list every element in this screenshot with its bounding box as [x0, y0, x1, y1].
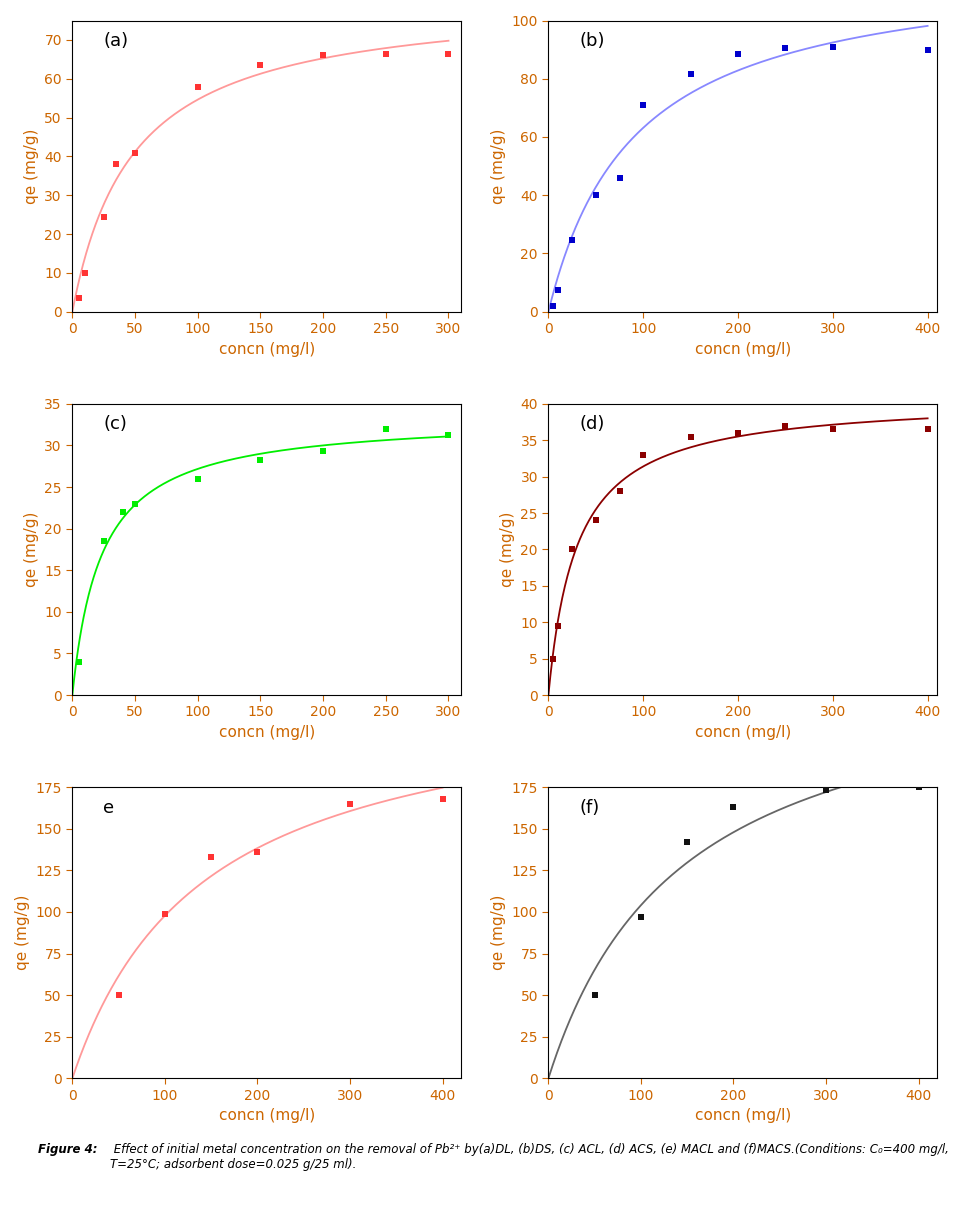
Text: (a): (a) — [103, 33, 128, 50]
Text: Effect of initial metal concentration on the removal of Pb²⁺ by(a)DL, (b)DS, (c): Effect of initial metal concentration on… — [110, 1143, 949, 1171]
Y-axis label: qe (mg/g): qe (mg/g) — [15, 895, 30, 970]
X-axis label: concn (mg/l): concn (mg/l) — [695, 725, 790, 740]
X-axis label: concn (mg/l): concn (mg/l) — [218, 1108, 315, 1124]
Y-axis label: qe (mg/g): qe (mg/g) — [24, 128, 38, 203]
Text: (b): (b) — [580, 33, 605, 50]
Y-axis label: qe (mg/g): qe (mg/g) — [24, 512, 38, 587]
Y-axis label: qe (mg/g): qe (mg/g) — [500, 512, 515, 587]
Y-axis label: qe (mg/g): qe (mg/g) — [491, 895, 506, 970]
Y-axis label: qe (mg/g): qe (mg/g) — [491, 128, 506, 203]
X-axis label: concn (mg/l): concn (mg/l) — [695, 342, 790, 357]
Text: e: e — [103, 799, 115, 816]
X-axis label: concn (mg/l): concn (mg/l) — [218, 342, 315, 357]
X-axis label: concn (mg/l): concn (mg/l) — [695, 1108, 790, 1124]
Text: (f): (f) — [580, 799, 600, 816]
X-axis label: concn (mg/l): concn (mg/l) — [218, 725, 315, 740]
Text: Figure 4:: Figure 4: — [38, 1143, 98, 1157]
Text: (c): (c) — [103, 415, 127, 434]
Text: (d): (d) — [580, 415, 605, 434]
